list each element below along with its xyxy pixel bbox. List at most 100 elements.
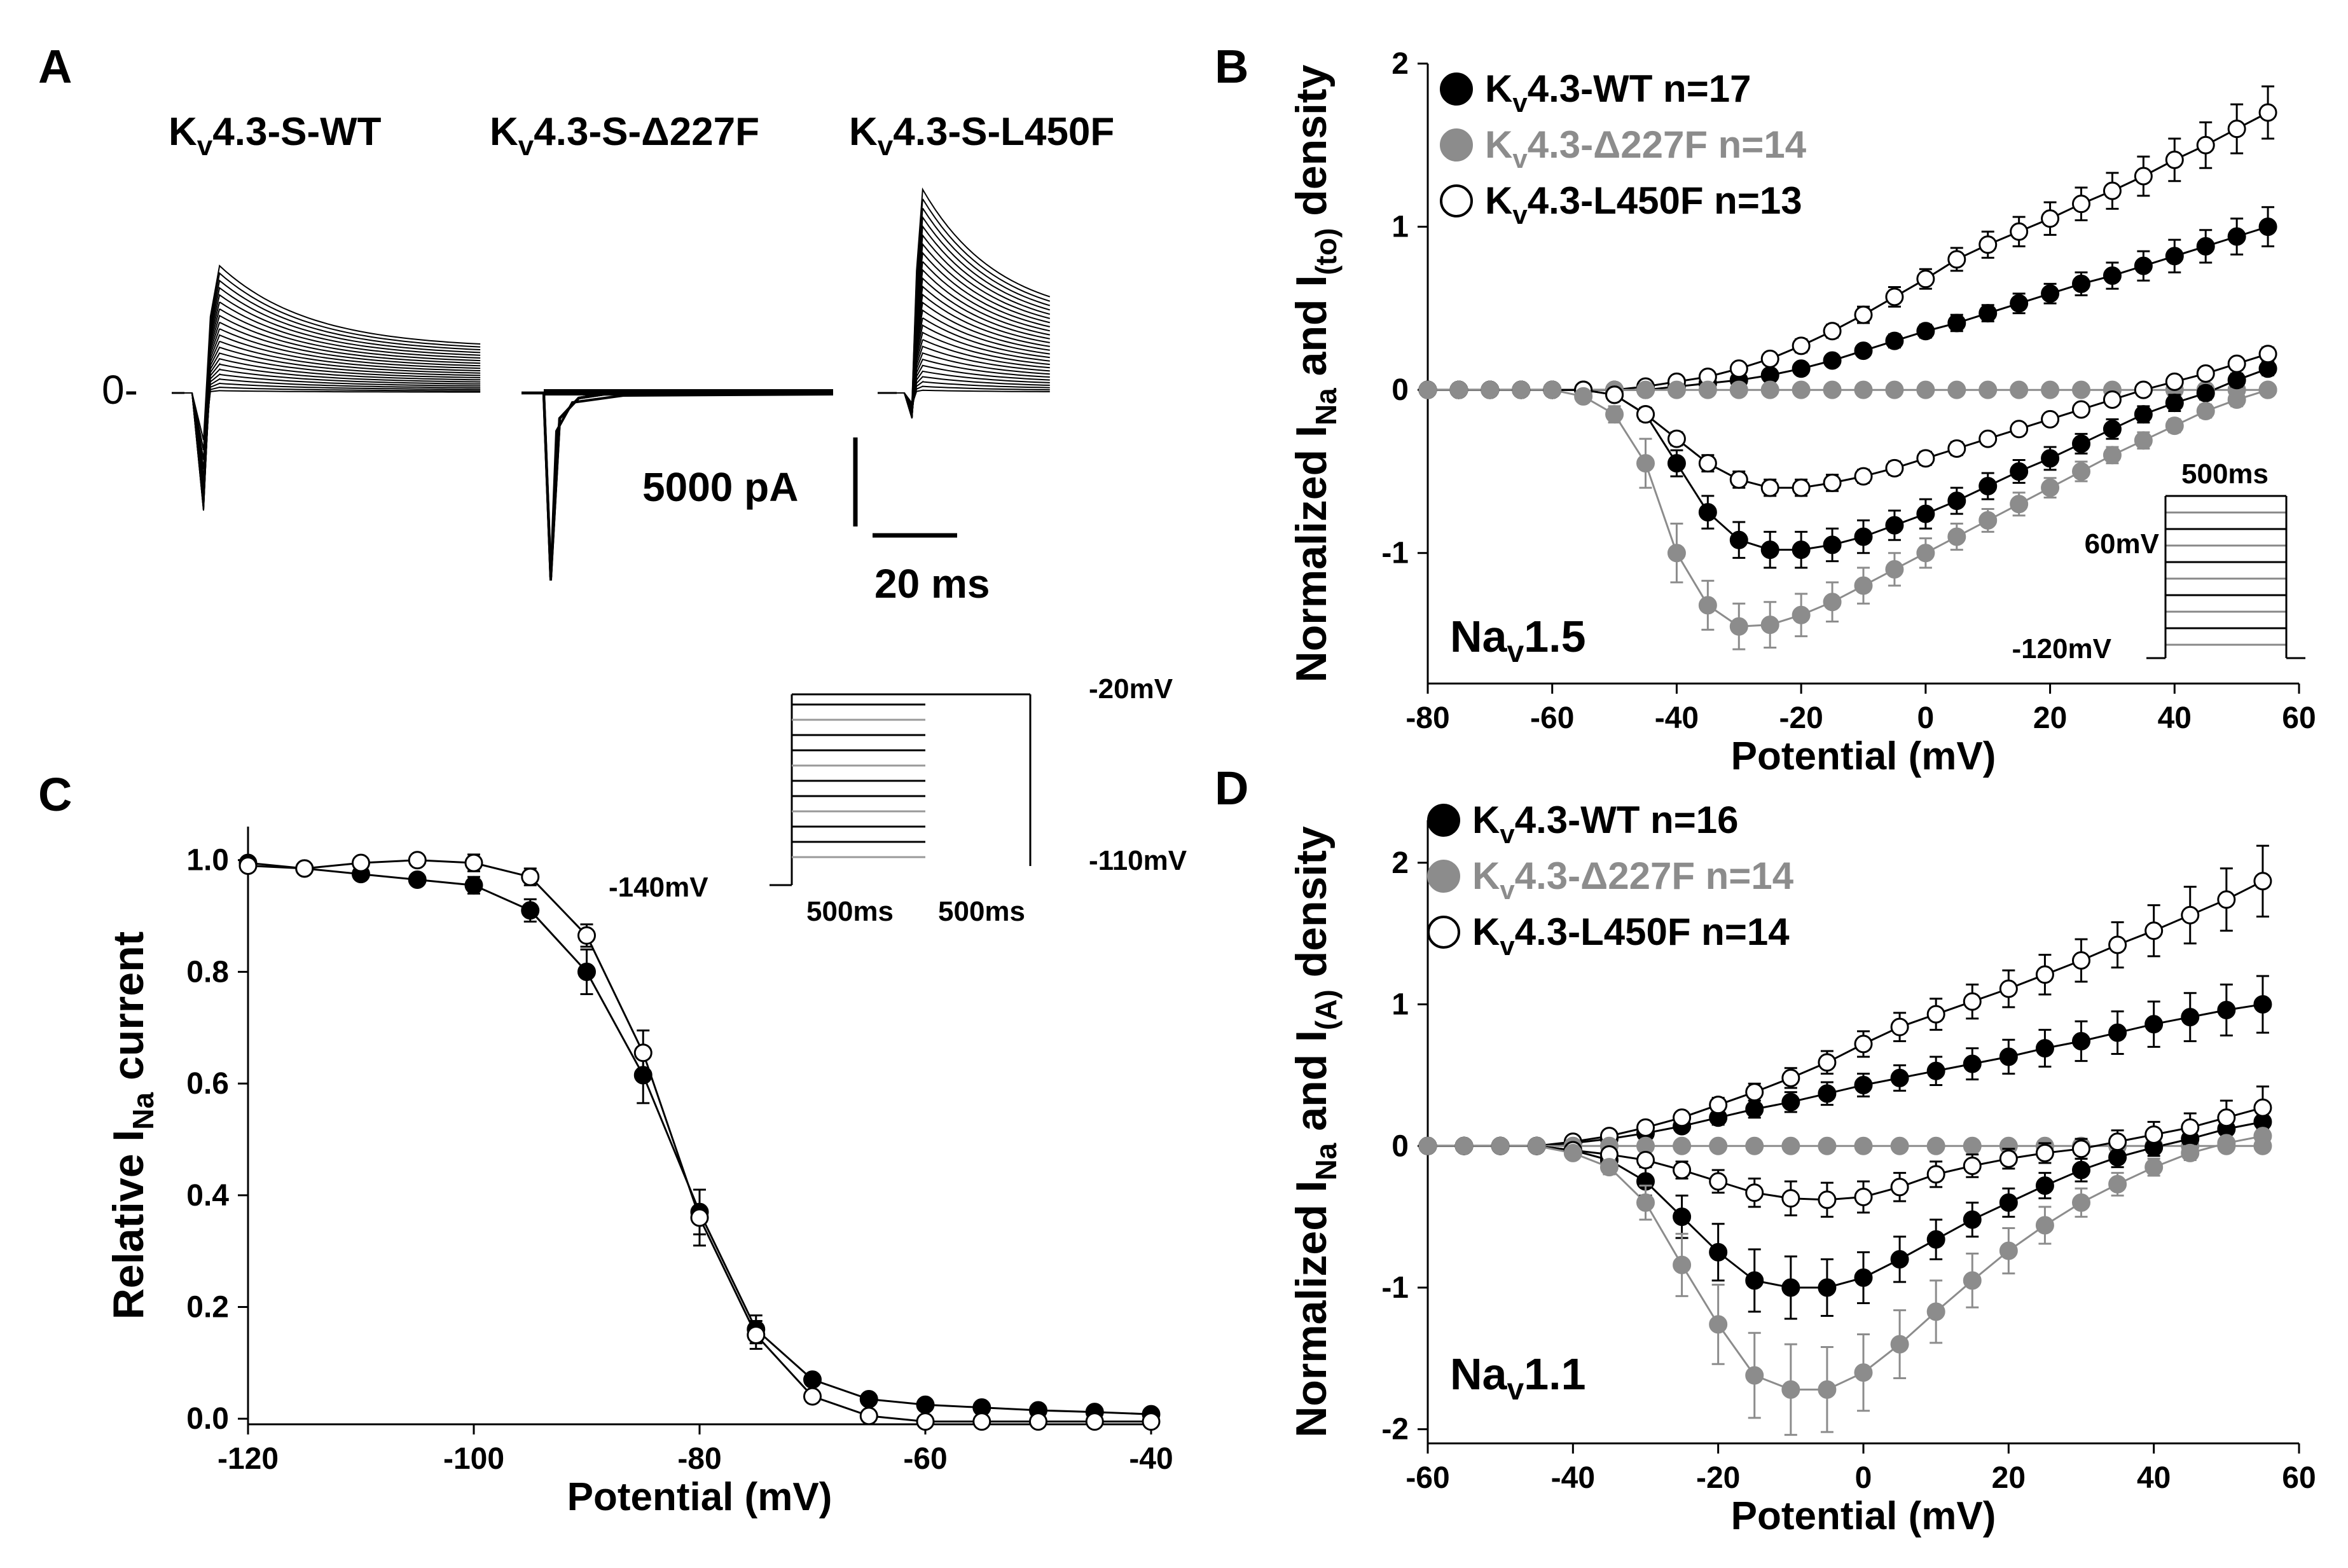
x-axis-label: Potential (mV)	[1731, 1494, 1996, 1538]
sweep-trace	[897, 293, 1050, 418]
data-point	[1745, 1183, 1764, 1202]
sweep-trace	[184, 362, 481, 500]
data-point	[1527, 1136, 1546, 1155]
y-axis-label: Normalized INa and I(A) density	[1287, 826, 1343, 1438]
sweep-trace	[184, 286, 481, 470]
data-point	[690, 1208, 709, 1227]
data-point	[1963, 1136, 1982, 1155]
panel-letter-a: A	[38, 40, 72, 93]
data-point	[1745, 1083, 1764, 1102]
data-point	[1854, 467, 1873, 486]
data-point	[1673, 1108, 1692, 1127]
data-point	[1854, 1035, 1873, 1054]
data-point	[1698, 596, 1717, 615]
data-point	[1885, 331, 1904, 350]
data-point	[1979, 235, 1998, 254]
data-point	[1818, 1053, 1837, 1072]
inset-b-low-label: -120mV	[2012, 633, 2111, 664]
sweep-trace	[184, 340, 481, 511]
data-point	[1745, 1099, 1764, 1118]
sweep-trace	[897, 285, 1050, 418]
data-point	[1729, 359, 1748, 378]
data-point	[1781, 1380, 1800, 1399]
data-point	[2134, 380, 2153, 399]
data-point	[1885, 560, 1904, 579]
x-tick-label: -40	[1129, 1442, 1173, 1476]
data-point	[2035, 1143, 2054, 1162]
panel-letter-c: C	[38, 768, 72, 821]
sweep-trace	[897, 331, 1050, 418]
data-point	[1745, 1136, 1764, 1155]
x-tick-label: -60	[1530, 701, 1574, 735]
sweep-trace	[897, 380, 1050, 410]
sweep-trace	[897, 324, 1050, 418]
current-traces	[172, 187, 1051, 581]
data-point	[2196, 237, 2215, 256]
data-point	[1963, 1156, 1982, 1175]
series-line	[1428, 1003, 2263, 1147]
series-d227f-ina	[1418, 1127, 2272, 1436]
x-axis-label: Potential (mV)	[1731, 734, 1996, 778]
series-line	[247, 859, 1151, 1423]
data-point	[916, 1395, 935, 1414]
trace-noise-band	[544, 389, 833, 395]
data-point	[633, 1043, 653, 1063]
data-point	[2181, 1008, 2200, 1027]
series-wt-ia	[1418, 975, 2272, 1155]
series-line	[1428, 389, 2269, 628]
data-point	[2108, 1132, 2127, 1152]
data-point	[1890, 1335, 1909, 1354]
data-point	[1818, 1278, 1837, 1297]
data-point	[2217, 890, 2236, 909]
data-point	[1916, 504, 1935, 523]
y-tick-label: 0.0	[186, 1402, 229, 1436]
data-point	[1543, 380, 1562, 399]
data-point	[1818, 1084, 1837, 1103]
data-point	[1947, 492, 1966, 511]
x-tick-label: 20	[2033, 701, 2067, 735]
data-point	[2010, 294, 2029, 313]
data-point	[1636, 380, 1655, 399]
data-point	[2134, 431, 2153, 450]
x-tick-label: -80	[677, 1442, 721, 1476]
data-point	[2181, 1118, 2200, 1137]
data-point	[1512, 380, 1531, 399]
data-point	[2134, 405, 2153, 424]
data-point	[2072, 274, 2090, 293]
y-tick-label: 2	[1392, 846, 1409, 880]
data-point	[1636, 454, 1655, 473]
data-point	[1916, 544, 1935, 563]
data-point	[1926, 1136, 1945, 1155]
trace-title-wt: Kv4.3-S-WT	[169, 110, 382, 162]
data-point	[2258, 217, 2277, 237]
series-line	[1428, 353, 2269, 489]
data-point	[2103, 266, 2122, 285]
x-tick-label: -120	[218, 1442, 279, 1476]
plot-c: -120 -100 -80 -60 -40 0.0 0.2 0.4 0.6 0.8 1.0 Poten…	[104, 827, 1173, 1519]
data-point	[2144, 1015, 2164, 1034]
data-point	[352, 853, 370, 872]
data-point	[1823, 322, 1842, 341]
data-point	[747, 1325, 766, 1344]
data-point	[1760, 349, 1779, 368]
data-point	[1854, 1268, 1873, 1287]
scale-current-label: 5000 pA	[642, 464, 798, 510]
data-point	[1854, 305, 1873, 324]
data-point	[1947, 313, 1966, 333]
data-point	[1729, 617, 1748, 636]
x-tick-label: 0	[1917, 701, 1935, 735]
data-point	[2010, 222, 2029, 241]
data-point	[1491, 1136, 1510, 1155]
series-d227f-ina	[1418, 380, 2277, 650]
sweep-trace	[184, 301, 481, 486]
legend-marker	[1440, 184, 1473, 217]
x-tick-label: -20	[1696, 1461, 1740, 1495]
data-point	[1760, 478, 1779, 497]
x-tick-label: 40	[2158, 701, 2192, 735]
data-point	[577, 926, 596, 945]
data-point	[2072, 462, 2090, 481]
data-point	[1854, 1187, 1873, 1206]
x-tick-label: -100	[443, 1442, 504, 1476]
sweep-trace	[184, 378, 481, 479]
